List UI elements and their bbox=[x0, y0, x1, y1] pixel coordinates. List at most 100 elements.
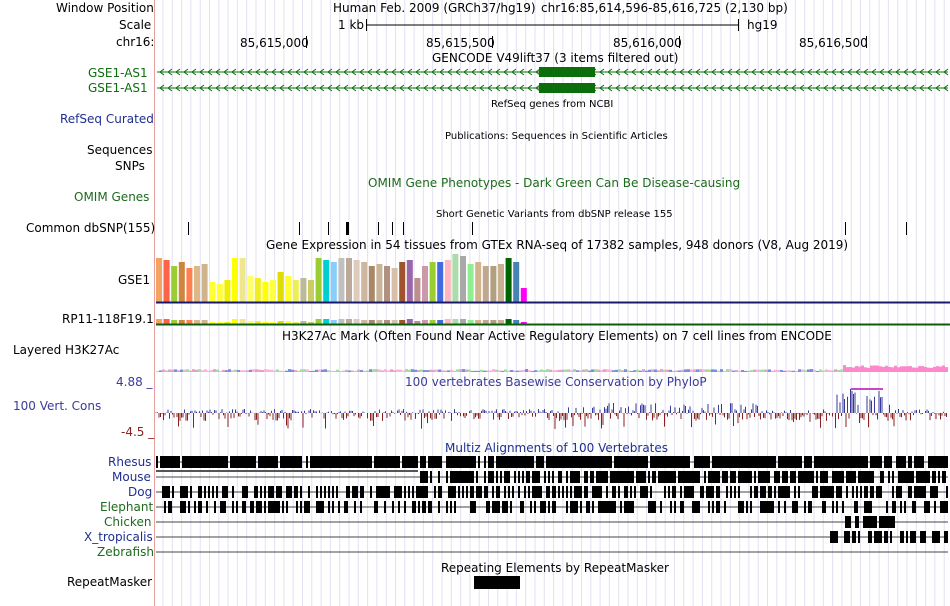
alignment-block bbox=[600, 486, 602, 498]
alignment-block bbox=[816, 471, 818, 483]
gtex-track-title[interactable]: Gene Expression in 54 tissues from GTEx … bbox=[266, 238, 849, 252]
alignment-block bbox=[418, 486, 420, 498]
species-label[interactable]: Dog bbox=[128, 485, 153, 499]
alignment-block bbox=[918, 471, 920, 483]
dbsnp-track-label[interactable]: Common dbSNP(155) bbox=[26, 221, 156, 235]
alignment-block bbox=[454, 456, 456, 468]
gtex-bar bbox=[171, 266, 178, 302]
strand-arrow bbox=[695, 84, 701, 92]
strand-arrow bbox=[439, 84, 445, 92]
gtex-gene-label[interactable]: GSE1 bbox=[118, 273, 151, 287]
species-label[interactable]: Elephant bbox=[100, 500, 154, 514]
alignment-block bbox=[544, 501, 546, 513]
alignment-block bbox=[526, 471, 528, 483]
strand-arrow bbox=[727, 68, 733, 76]
refseq-track-title[interactable]: RefSeq genes from NCBI bbox=[491, 99, 614, 110]
repeatmasker-track-label[interactable]: RepeatMasker bbox=[67, 575, 153, 589]
alignment-block bbox=[912, 501, 914, 513]
alignment-block bbox=[416, 486, 418, 498]
snps-track-label[interactable]: SNPs bbox=[115, 159, 145, 173]
h3k27ac-signal bbox=[852, 367, 855, 372]
alignment-block bbox=[928, 456, 930, 468]
strand-arrow bbox=[223, 84, 229, 92]
alignment-block bbox=[548, 486, 550, 498]
strand-arrow bbox=[903, 68, 909, 76]
h3k27ac-signal bbox=[609, 369, 612, 372]
h3k27ac-signal bbox=[939, 366, 942, 372]
species-label[interactable]: Zebrafish bbox=[97, 545, 154, 559]
publications-track-label[interactable]: Sequences bbox=[87, 143, 153, 157]
gtex-gene-label[interactable]: RP11-118F19.1 bbox=[62, 312, 154, 326]
alignment-block bbox=[522, 456, 524, 468]
alignment-block bbox=[756, 486, 758, 498]
h3k27ac-signal bbox=[693, 369, 696, 372]
alignment-block bbox=[174, 456, 176, 468]
dbsnp-track-title[interactable]: Short Genetic Variants from dbSNP releas… bbox=[436, 209, 673, 220]
alignment-block bbox=[320, 456, 322, 468]
refseq-track-label[interactable]: RefSeq Curated bbox=[60, 112, 154, 126]
alignment-block bbox=[492, 456, 494, 468]
alignment-block bbox=[252, 456, 254, 468]
strand-arrow bbox=[503, 84, 509, 92]
gtex-bar-small bbox=[505, 319, 512, 324]
h3k27ac-signal bbox=[459, 369, 462, 372]
phylop-track-title[interactable]: 100 vertebrates Basewise Conservation by… bbox=[405, 375, 707, 389]
alignment-block bbox=[194, 501, 196, 513]
species-label[interactable]: Chicken bbox=[104, 515, 152, 529]
phylop-track-label[interactable]: 100 Vert. Cons bbox=[13, 399, 102, 413]
alignment-block bbox=[946, 456, 948, 468]
omim-track-title[interactable]: OMIM Gene Phenotypes - Dark Green Can Be… bbox=[368, 176, 741, 190]
alignment-block bbox=[884, 531, 886, 543]
alignment-block bbox=[582, 456, 584, 468]
alignment-block bbox=[262, 456, 264, 468]
alignment-block bbox=[718, 471, 720, 483]
h3k27ac-signal bbox=[792, 370, 795, 372]
alignment-block bbox=[838, 471, 840, 483]
strand-arrow bbox=[511, 84, 517, 92]
alignment-block bbox=[272, 486, 274, 498]
h3k27ac-signal bbox=[678, 370, 681, 372]
gene-label[interactable]: GSE1-AS1 bbox=[88, 81, 148, 95]
alignment-block bbox=[486, 501, 488, 513]
alignment-block bbox=[724, 471, 726, 483]
h3k27ac-signal bbox=[840, 369, 843, 372]
h3k27ac-signal bbox=[786, 370, 789, 372]
species-label[interactable]: X_tropicalis bbox=[84, 530, 153, 544]
gencode-track-title[interactable]: GENCODE V49lift37 (3 items filtered out) bbox=[432, 51, 679, 65]
alignment-block bbox=[214, 501, 216, 513]
species-label[interactable]: Rhesus bbox=[108, 455, 152, 469]
omim-track-label[interactable]: OMIM Genes bbox=[74, 190, 150, 204]
strand-arrow bbox=[599, 68, 605, 76]
h3k27ac-track-title[interactable]: H3K27Ac Mark (Often Found Near Active Re… bbox=[282, 329, 832, 343]
alignment-block bbox=[460, 471, 462, 483]
alignment-block bbox=[748, 471, 750, 483]
h3k27ac-signal bbox=[303, 369, 306, 372]
h3k27ac-signal bbox=[615, 369, 618, 372]
strand-arrow bbox=[815, 68, 821, 76]
alignment-block bbox=[924, 471, 926, 483]
alignment-block bbox=[370, 486, 372, 498]
strand-arrow bbox=[847, 68, 853, 76]
phylop-peak-cap bbox=[851, 388, 883, 390]
multiz-track-title[interactable]: Multiz Alignments of 100 Vertebrates bbox=[445, 441, 669, 455]
alignment-block bbox=[824, 471, 826, 483]
alignment-block bbox=[808, 456, 810, 468]
alignment-block bbox=[178, 456, 180, 468]
species-label[interactable]: Mouse bbox=[112, 470, 151, 484]
alignment-block bbox=[180, 501, 182, 513]
alignment-block bbox=[830, 456, 832, 468]
publications-track-title[interactable]: Publications: Sequences in Scientific Ar… bbox=[445, 131, 668, 142]
alignment-block bbox=[362, 456, 364, 468]
h3k27ac-track-label[interactable]: Layered H3K27Ac bbox=[13, 343, 120, 357]
alignment-block bbox=[592, 486, 594, 498]
gene-label[interactable]: GSE1-AS1 bbox=[88, 66, 148, 80]
gtex-bar-small bbox=[475, 320, 482, 324]
repeatmasker-track-title[interactable]: Repeating Elements by RepeatMasker bbox=[441, 561, 669, 575]
alignment-block bbox=[720, 456, 722, 468]
alignment-block bbox=[504, 456, 506, 468]
alignment-block bbox=[534, 501, 536, 513]
alignment-block bbox=[600, 501, 602, 513]
alignment-block bbox=[752, 456, 754, 468]
